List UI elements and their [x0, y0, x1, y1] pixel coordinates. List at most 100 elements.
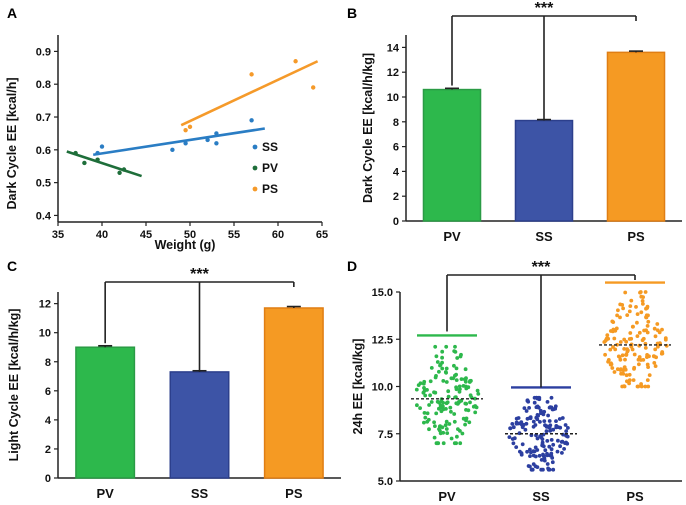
data-dot-ss	[547, 419, 552, 423]
data-dot-pv	[439, 399, 444, 404]
data-dot-pv	[434, 411, 439, 416]
category-label-pv: PV	[96, 486, 114, 501]
data-dot-ps	[635, 320, 639, 325]
data-dot-pv	[444, 401, 449, 406]
data-dot-ss	[508, 426, 513, 431]
data-point-ps	[311, 85, 316, 90]
data-dot-pv	[422, 386, 426, 390]
data-dot-ss	[532, 400, 537, 405]
data-dot-ps	[639, 382, 643, 386]
data-dot-ss	[525, 398, 530, 403]
data-dot-ps	[611, 320, 616, 324]
data-dot-ps	[627, 309, 632, 314]
data-dot-ps	[613, 347, 618, 352]
data-dot-ps	[634, 305, 638, 309]
data-dot-pv	[434, 374, 438, 378]
data-dot-ss	[545, 462, 550, 466]
data-dot-ss	[528, 454, 532, 458]
data-dot-pv	[473, 404, 478, 408]
data-dot-pv	[446, 394, 451, 399]
data-dot-ps	[641, 295, 645, 299]
data-dot-pv	[444, 427, 449, 431]
data-point-ss	[214, 141, 219, 146]
data-dot-ss	[549, 395, 554, 400]
y-tick-label: 12	[387, 67, 399, 79]
data-dot-ps	[631, 324, 635, 329]
data-dot-ps	[615, 313, 619, 318]
data-dot-ss	[523, 427, 528, 432]
y-tick-label: 0.4	[36, 210, 52, 222]
data-dot-pv	[436, 441, 441, 446]
panel-c-bar-chart: 0 2 4 6 8 10 12 PV SS PS Light Cycle EE [kcal/h/kg…	[7, 266, 341, 501]
data-dot-pv	[429, 366, 434, 370]
y-tick-label: 10	[39, 328, 51, 340]
y-tick-label: 0	[393, 216, 399, 228]
data-dot-pv	[433, 424, 437, 428]
data-dot-ss	[556, 438, 560, 443]
data-dot-ss	[551, 467, 556, 472]
data-dot-ss	[546, 413, 550, 418]
data-dot-ss	[545, 451, 549, 456]
panel-d-dot-plot: 5.0 7.5 10.0 12.5 15.0 24h EE [kcal/kg] PV SS PS…	[351, 259, 682, 504]
data-dot-ps	[656, 344, 660, 349]
data-dot-ss	[543, 423, 547, 428]
legend-label-ps: PS	[262, 182, 278, 196]
data-dot-ss	[514, 421, 519, 426]
data-dot-pv	[455, 434, 459, 439]
data-dot-ss	[545, 400, 550, 404]
data-dot-ps	[627, 372, 632, 377]
data-dot-pv	[432, 420, 436, 425]
data-dot-ps	[653, 364, 658, 368]
data-dot-pv	[468, 393, 473, 398]
data-dot-ps	[643, 290, 648, 294]
data-dot-ss	[522, 406, 527, 410]
data-dot-ss	[507, 435, 512, 439]
panel-a-scatter: 0.4 0.5 0.6 0.7 0.8 0.9 35 40 45 50 55 60 65 Weight (…	[5, 35, 328, 252]
data-dot-ps	[641, 302, 645, 306]
data-point-ss	[214, 131, 219, 136]
data-dot-ss	[564, 429, 569, 433]
data-dot-ps	[608, 347, 613, 352]
data-point-ps	[183, 127, 188, 133]
x-tick-label: 50	[184, 229, 196, 241]
panel-letter-b: B	[347, 5, 357, 21]
data-dot-pv	[452, 412, 457, 416]
data-dot-pv	[428, 379, 433, 384]
data-dot-pv	[467, 420, 472, 425]
data-dot-pv	[441, 430, 446, 435]
data-point-ss	[183, 141, 188, 146]
data-dot-ss	[536, 405, 541, 410]
fit-line-ps	[180, 60, 319, 127]
data-dot-pv	[440, 360, 444, 365]
data-point-ps	[249, 72, 254, 77]
y-axis-title: Dark Cycle EE [kcal/h]	[5, 77, 19, 209]
data-dot-ss	[548, 428, 553, 433]
y-tick-label: 0.5	[36, 178, 51, 190]
data-dot-ss	[539, 458, 544, 462]
y-tick-label: 12.5	[372, 334, 393, 346]
data-dot-pv	[416, 383, 421, 387]
data-dot-ps	[639, 310, 644, 315]
data-point-ss	[99, 144, 105, 149]
data-dot-pv	[421, 390, 426, 395]
data-dot-ss	[526, 464, 531, 468]
data-dot-pv	[435, 360, 440, 364]
legend-marker-ps	[252, 186, 258, 192]
data-dot-ps	[637, 355, 642, 359]
data-dot-pv	[446, 389, 451, 394]
data-dot-pv	[459, 398, 464, 403]
data-dot-ss	[514, 445, 519, 449]
data-dot-pv	[453, 344, 457, 349]
data-dot-ps	[628, 304, 633, 308]
data-dot-pv	[463, 367, 468, 372]
panel-letter-c: C	[7, 258, 17, 274]
data-dot-pv	[463, 378, 468, 382]
data-dot-ss	[511, 441, 516, 446]
data-dot-ps	[646, 384, 651, 389]
data-dot-ps	[657, 330, 662, 335]
data-dot-pv	[414, 387, 419, 392]
data-dot-ss	[551, 442, 556, 447]
data-dot-ps	[659, 351, 664, 356]
category-label-ps: PS	[285, 486, 303, 501]
